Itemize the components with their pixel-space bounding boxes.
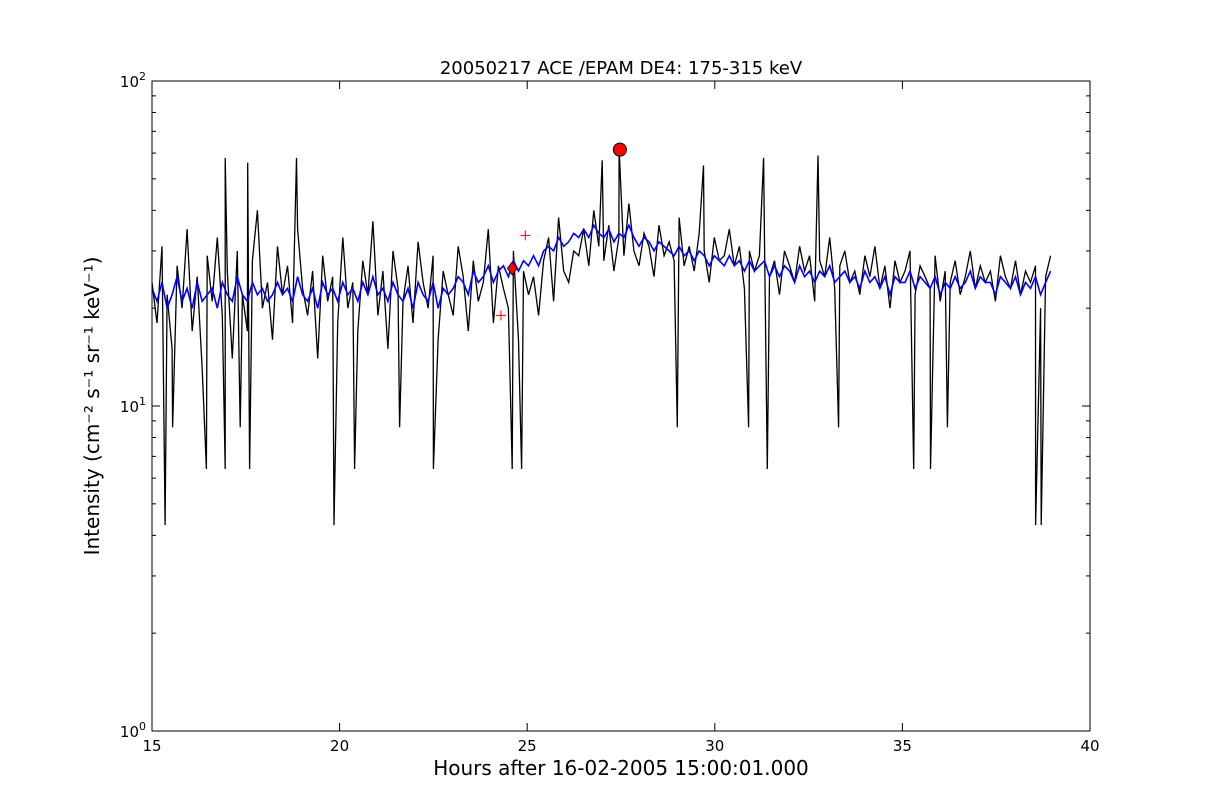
chart-title: 20050217 ACE /EPAM DE4: 175-315 keV [440,58,803,79]
x-tick-label: 25 [518,737,537,755]
y-axis-label: Intensity (cm⁻² s⁻¹ sr⁻¹ keV⁻¹) [80,257,104,556]
series-layer [152,148,1052,526]
marker-circle [612,142,627,157]
y-axis: 100 101 102 [120,70,1090,741]
marker-layer [495,142,627,321]
y-tick-label: 102 [120,70,146,91]
marker-diamond [506,261,518,276]
y-tick-label: 101 [120,395,146,416]
x-axis: 15 20 25 30 35 40 [142,81,1100,755]
x-tick-label: 35 [893,737,912,755]
marker-plus [495,310,506,321]
x-tick-label: 30 [705,737,724,755]
x-axis-label: Hours after 16-02-2005 15:00:01.000 [433,756,809,780]
marker-plus [520,230,531,241]
series-line-blue [152,223,1052,312]
series-line-black [152,148,1052,526]
x-tick-label: 40 [1080,737,1099,755]
x-tick-label: 15 [142,737,161,755]
plot-area [151,80,1091,732]
y-tick-label: 100 [120,720,146,741]
x-tick-label: 20 [330,737,349,755]
